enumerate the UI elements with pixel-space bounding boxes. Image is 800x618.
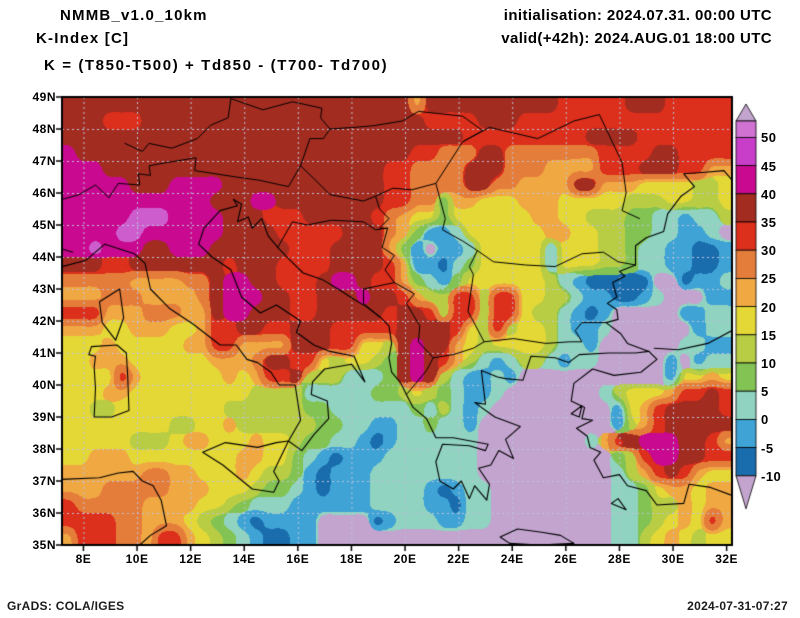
- y-axis-label: 45N: [32, 218, 56, 232]
- y-axis-label: 47N: [32, 154, 56, 168]
- y-axis-label: 38N: [32, 442, 56, 456]
- colorbar-label: 30: [761, 243, 777, 259]
- x-axis-label: 26E: [554, 552, 578, 566]
- y-axis-label: 40N: [32, 378, 56, 392]
- x-axis-label: 14E: [232, 552, 256, 566]
- y-axis-label: 43N: [32, 282, 56, 296]
- colorbar-label: 20: [761, 299, 777, 315]
- grads-credit: GrADS: COLA/IGES: [7, 599, 125, 613]
- x-axis-label: 12E: [179, 552, 203, 566]
- x-axis-label: 8E: [75, 552, 92, 566]
- colorbar-label: 25: [761, 271, 777, 287]
- x-axis-label: 22E: [447, 552, 471, 566]
- x-axis-label: 16E: [286, 552, 310, 566]
- colorbar-label: 0: [761, 412, 769, 428]
- colorbar-label: 5: [761, 384, 769, 400]
- colorbar-label: 35: [761, 215, 777, 230]
- colorbar-label: -5: [761, 440, 774, 456]
- colorbar-label: 10: [761, 356, 777, 371]
- y-axis-label: 44N: [32, 250, 56, 264]
- colorbar-label: 40: [761, 186, 777, 202]
- colorbar-label: -10: [761, 468, 782, 484]
- colorbar-label: 45: [761, 158, 777, 174]
- x-axis-label: 18E: [340, 552, 363, 566]
- x-axis-label: 32E: [715, 552, 739, 566]
- y-axis-label: 41N: [32, 346, 56, 360]
- colorbar-label: 15: [761, 327, 777, 343]
- y-axis-label: 48N: [32, 122, 56, 136]
- colorbar-label: 50: [761, 130, 777, 146]
- x-axis-label: 28E: [608, 552, 631, 566]
- x-axis-label: 30E: [661, 552, 685, 566]
- y-axis-label: 36N: [32, 506, 56, 520]
- y-axis-label: 46N: [32, 186, 56, 200]
- render-timestamp: 2024-07-31-07:27: [687, 599, 788, 613]
- y-axis-label: 37N: [32, 474, 56, 488]
- y-axis-label: 49N: [32, 90, 56, 104]
- y-axis-label: 39N: [32, 410, 56, 424]
- y-axis-label: 35N: [32, 538, 56, 552]
- x-axis-label: 10E: [125, 552, 149, 566]
- y-axis-label: 42N: [32, 314, 56, 328]
- x-axis-label: 20E: [393, 552, 417, 566]
- x-axis-label: 24E: [500, 552, 524, 566]
